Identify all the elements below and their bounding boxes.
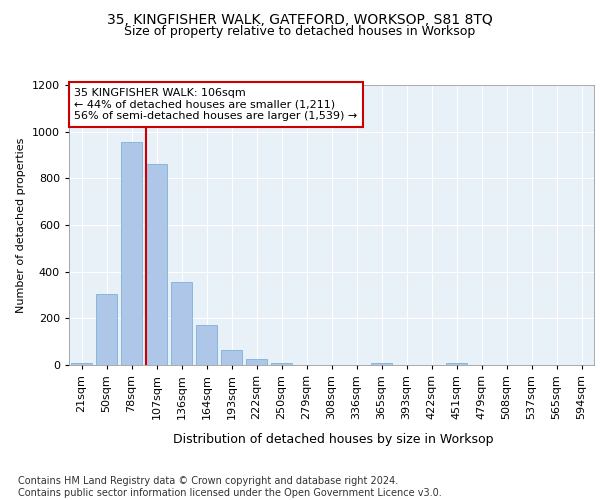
Text: Distribution of detached houses by size in Worksop: Distribution of detached houses by size … — [173, 432, 493, 446]
Bar — [196, 326, 217, 365]
Bar — [121, 142, 142, 365]
Bar — [246, 359, 267, 365]
Bar — [446, 362, 467, 365]
Bar — [96, 294, 117, 365]
Bar — [71, 362, 92, 365]
Bar — [171, 282, 192, 365]
Text: 35, KINGFISHER WALK, GATEFORD, WORKSOP, S81 8TQ: 35, KINGFISHER WALK, GATEFORD, WORKSOP, … — [107, 12, 493, 26]
Bar — [271, 362, 292, 365]
Bar — [221, 350, 242, 365]
Text: Contains HM Land Registry data © Crown copyright and database right 2024.
Contai: Contains HM Land Registry data © Crown c… — [18, 476, 442, 498]
Bar — [371, 362, 392, 365]
Text: 35 KINGFISHER WALK: 106sqm
← 44% of detached houses are smaller (1,211)
56% of s: 35 KINGFISHER WALK: 106sqm ← 44% of deta… — [74, 88, 358, 121]
Bar — [146, 164, 167, 365]
Text: Size of property relative to detached houses in Worksop: Size of property relative to detached ho… — [124, 25, 476, 38]
Y-axis label: Number of detached properties: Number of detached properties — [16, 138, 26, 312]
